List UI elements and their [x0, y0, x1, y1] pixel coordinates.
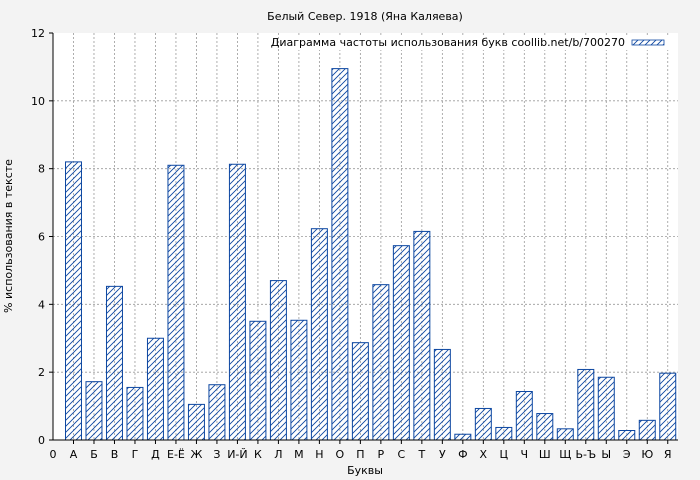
x-tick-label: Ф — [458, 448, 467, 461]
x-tick-label: С — [398, 448, 406, 461]
y-tick-label: 0 — [38, 434, 45, 447]
x-tick-label: Д — [151, 448, 160, 461]
x-tick-label: Х — [480, 448, 488, 461]
bar-21 — [474, 407, 492, 441]
bar-28 — [618, 430, 636, 441]
bar-19 — [433, 348, 451, 441]
legend-box — [284, 35, 674, 50]
bar-6 — [167, 164, 185, 441]
y-tick-label: 2 — [38, 366, 45, 379]
y-tick-label: 8 — [38, 163, 45, 176]
bar-7 — [187, 403, 205, 441]
x-tick-label: П — [356, 448, 364, 461]
x-tick-label: М — [294, 448, 304, 461]
bar-10 — [249, 320, 267, 441]
x-tick-label: О — [336, 448, 345, 461]
chart-title: Белый Север. 1918 (Яна Каляева) — [267, 10, 463, 23]
bar-3 — [105, 285, 123, 441]
x-tick-label: Р — [378, 448, 385, 461]
bar-2 — [85, 381, 103, 441]
x-tick-label: Ы — [601, 448, 611, 461]
x-tick-label: Щ — [559, 448, 571, 461]
x-tick-label: В — [111, 448, 119, 461]
x-tick-label: З — [213, 448, 220, 461]
legend: Диаграмма частоты использования букв coo… — [271, 35, 674, 50]
x-tick-label: Ч — [521, 448, 529, 461]
x-tick-label: Ш — [539, 448, 551, 461]
x-tick-label: Б — [90, 448, 98, 461]
bar-13 — [310, 228, 328, 441]
bar-29 — [638, 419, 656, 441]
x-tick-label: Ц — [500, 448, 509, 461]
x-tick-label: Ь-Ъ — [575, 448, 596, 461]
x-origin-tick-label: 0 — [50, 448, 57, 461]
y-tick-label: 10 — [31, 95, 45, 108]
bar-24 — [536, 413, 554, 441]
legend-label: Диаграмма частоты использования букв coo… — [271, 36, 625, 49]
x-tick-label: И-Й — [227, 448, 247, 461]
x-tick-label: Ж — [191, 448, 203, 461]
bar-12 — [290, 319, 308, 441]
x-tick-label: Э — [623, 448, 631, 461]
x-tick-label: К — [254, 448, 262, 461]
legend-swatch — [631, 39, 665, 46]
bar-14 — [331, 68, 349, 441]
bar-5 — [146, 337, 164, 441]
bar-30 — [659, 372, 677, 441]
bar-17 — [392, 245, 410, 441]
bar-26 — [577, 368, 595, 441]
x-tick-label: Л — [274, 448, 282, 461]
bar-23 — [515, 390, 533, 441]
bar-11 — [269, 280, 287, 441]
x-tick-label: Е-Ё — [167, 448, 185, 461]
y-axis-label: % использования в тексте — [2, 159, 15, 313]
x-tick-label: Г — [132, 448, 139, 461]
bar-4 — [126, 386, 144, 441]
x-tick-label: Я — [664, 448, 672, 461]
axes: 0 2 4 6 8 10 12 А Б В Г Д Е-Ё Ж З И-Й К Л М Н О П Р С Т У Ф Х Ц Ч Ш Щ Ь-… — [31, 27, 678, 461]
bar-27 — [597, 376, 615, 441]
x-tick-label: Ю — [641, 448, 653, 461]
bar-15 — [351, 342, 369, 441]
bar-1 — [65, 161, 82, 441]
x-tick-label: А — [70, 448, 78, 461]
x-tick-label: Н — [315, 448, 323, 461]
bar-25 — [556, 428, 574, 441]
y-tick-label: 6 — [38, 231, 45, 244]
bar-18 — [413, 230, 431, 441]
x-tick-label: Т — [417, 448, 425, 461]
bar-8 — [208, 384, 226, 441]
y-tick-label: 4 — [38, 298, 45, 311]
bar-20 — [454, 433, 472, 441]
bar-16 — [372, 284, 390, 441]
y-tick-label: 12 — [31, 27, 45, 40]
x-axis-label: Буквы — [347, 464, 383, 477]
x-tick-label: У — [439, 448, 446, 461]
bar-9 — [228, 163, 246, 441]
bar-22 — [495, 426, 513, 441]
